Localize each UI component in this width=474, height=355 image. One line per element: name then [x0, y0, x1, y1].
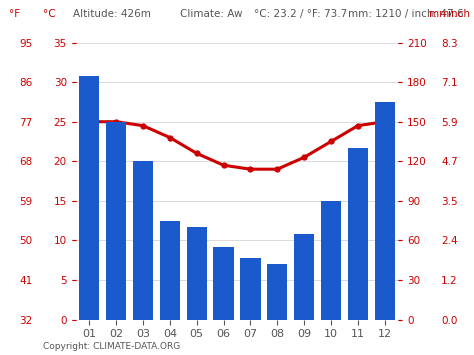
Bar — [213, 247, 234, 320]
Bar — [348, 148, 368, 320]
Bar — [79, 76, 100, 320]
Text: °C: 23.2 / °F: 73.7: °C: 23.2 / °F: 73.7 — [254, 9, 347, 19]
Text: mm: 1210 / inch: 47.6: mm: 1210 / inch: 47.6 — [348, 9, 464, 19]
Text: Climate: Aw: Climate: Aw — [180, 9, 243, 19]
Bar — [160, 220, 180, 320]
Text: Altitude: 426m: Altitude: 426m — [73, 9, 151, 19]
Bar — [374, 102, 395, 320]
Bar — [267, 264, 287, 320]
Bar — [187, 227, 207, 320]
Bar — [106, 122, 126, 320]
Text: °C: °C — [43, 9, 55, 19]
Bar — [294, 234, 314, 320]
Bar — [321, 201, 341, 320]
Text: inch: inch — [448, 9, 470, 19]
Bar — [133, 161, 153, 320]
Text: Copyright: CLIMATE-DATA.ORG: Copyright: CLIMATE-DATA.ORG — [43, 343, 180, 351]
Text: mm: mm — [429, 9, 449, 19]
Text: °F: °F — [9, 9, 20, 19]
Bar — [240, 257, 261, 320]
